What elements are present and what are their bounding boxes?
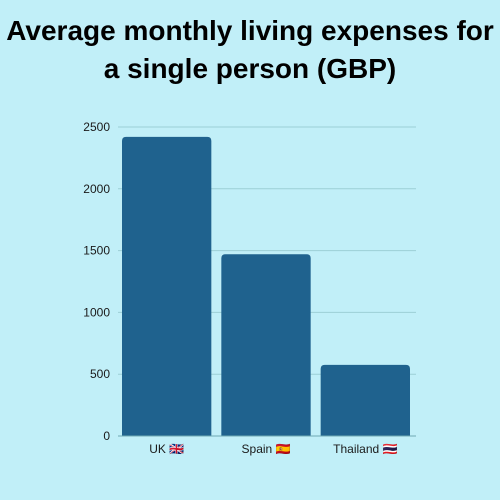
- x-axis-category-labels: UK 🇬🇧 Spain 🇪🇸 Thailand 🇹🇭: [149, 442, 397, 456]
- bar: [221, 254, 311, 436]
- bar: [122, 136, 212, 436]
- x-category-label: Thailand 🇹🇭: [333, 442, 397, 456]
- x-category-label: Spain 🇪🇸: [242, 442, 291, 456]
- y-tick-label: 500: [90, 367, 110, 381]
- chart-title-line-1: Average monthly living expenses for: [6, 15, 494, 46]
- chart-title: Average monthly living expenses for a si…: [0, 12, 500, 88]
- y-tick-label: 1500: [83, 244, 110, 258]
- y-tick-label: 2000: [83, 182, 110, 196]
- chart-title-line-2: a single person (GBP): [103, 53, 397, 84]
- bar: [320, 364, 410, 436]
- y-tick-label: 2500: [83, 120, 110, 134]
- y-tick-label: 0: [103, 429, 110, 443]
- x-category-label: UK 🇬🇧: [149, 442, 184, 456]
- y-axis-tick-labels: 0 500 1000 1500 2000 2500: [83, 120, 110, 443]
- bars: [122, 136, 410, 436]
- y-tick-label: 1000: [83, 305, 110, 319]
